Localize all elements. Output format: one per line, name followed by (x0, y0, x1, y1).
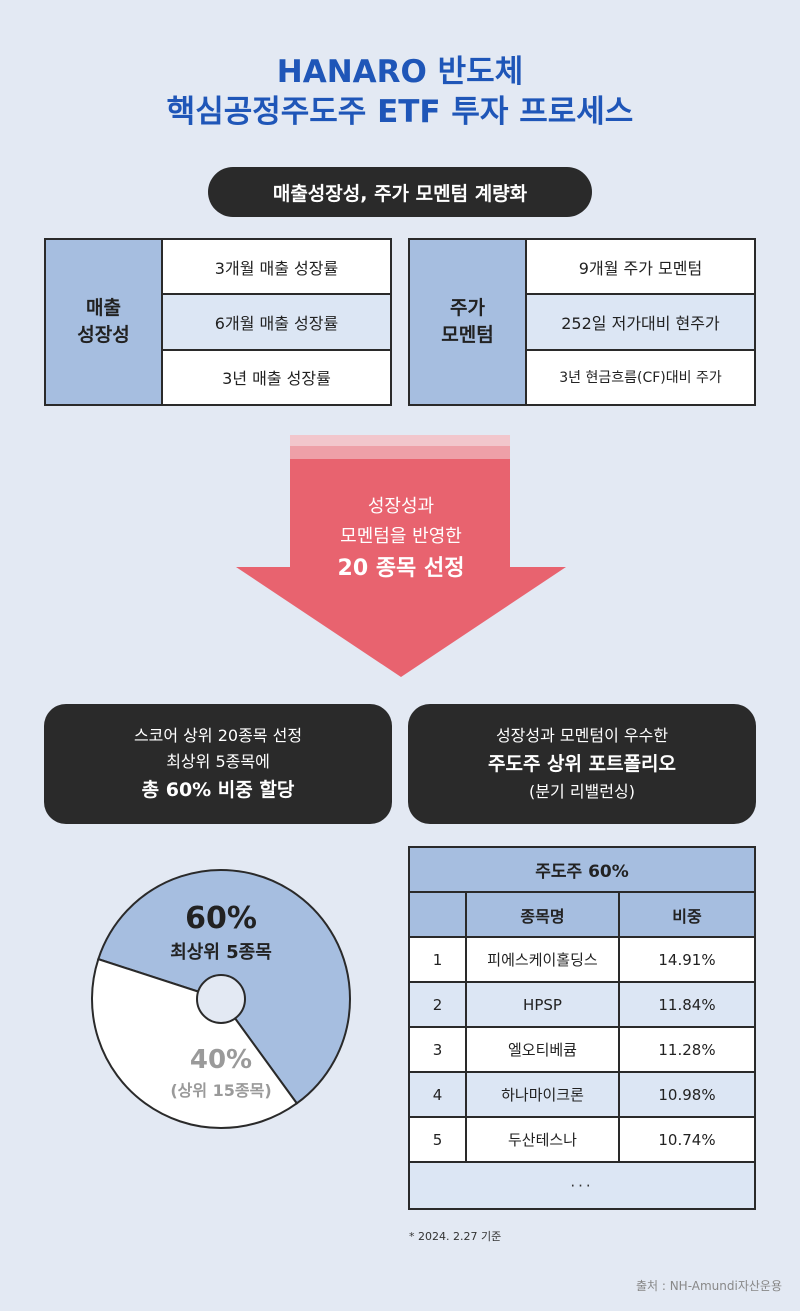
arrow-body (236, 459, 566, 677)
growth-box: 매출 성장성 3개월 매출 성장률 6개월 매출 성장률 3년 매출 성장률 (44, 238, 392, 406)
momentum-box: 주가 모멘텀 9개월 주가 모멘텀 252일 저가대비 현주가 3년 현금흐름(… (408, 238, 756, 406)
selection-line-2: 최상위 5종목에 (166, 752, 270, 771)
row-weight: 11.28% (618, 1026, 756, 1073)
arrow-band-1 (290, 435, 510, 446)
row-rank: 3 (408, 1026, 467, 1073)
arrow-line-2: 모멘텀을 반영한 (340, 526, 462, 547)
row-weight: 10.98% (618, 1071, 756, 1118)
row-rank: 4 (408, 1071, 467, 1118)
pie-label-60-percent: 60% (185, 901, 257, 936)
growth-box-head: 매출 성장성 (46, 240, 163, 404)
pie-label-top15: (상위 15종목) (170, 1081, 271, 1100)
row-rank: 5 (408, 1116, 467, 1163)
quantify-pill: 매출성장성, 주가 모멘텀 계량화 (208, 167, 592, 217)
row-rank: 2 (408, 981, 467, 1028)
column-weight: 비중 (618, 891, 756, 938)
leaders-table: 주도주 60% 종목명 비중 1 피에스케이홀딩스 14.91% 2 HPSP … (408, 846, 756, 1210)
row-name: 피에스케이홀딩스 (465, 936, 620, 983)
arrow-line-1: 성장성과 (367, 496, 435, 517)
column-rank (408, 891, 467, 938)
growth-row-1: 3개월 매출 성장률 (163, 240, 390, 296)
momentum-row-2: 252일 저가대비 현주가 (527, 295, 754, 351)
portfolio-line-3: (분기 리밸런싱) (529, 782, 635, 801)
row-weight: 14.91% (618, 936, 756, 983)
reference-date-note: * 2024. 2.27 기준 (409, 1230, 502, 1243)
momentum-head-line-1: 주가 (450, 297, 485, 319)
table-row: 3 엘오티베큠 11.28% (408, 1026, 756, 1073)
page-title: HANARO 반도체 핵심공정주도주 ETF 투자 프로세스 (0, 52, 800, 132)
portfolio-line-1: 성장성과 모멘텀이 우수한 (495, 726, 669, 745)
title-line-1: HANARO 반도체 (276, 54, 524, 90)
down-arrow-icon (236, 435, 566, 677)
growth-row-2: 6개월 매출 성장률 (163, 295, 390, 351)
selection-line-3: 총 60% 비중 할당 (141, 779, 295, 801)
table-row: 5 두산테스나 10.74% (408, 1116, 756, 1163)
arrow-line-3: 20 종목 선정 (337, 556, 465, 581)
growth-head-line-2: 성장성 (77, 324, 130, 346)
source-credit: 출처 : NH-Amundi자산운용 (635, 1279, 782, 1293)
arrow-band-2 (290, 446, 510, 459)
selection-card: 스코어 상위 20종목 선정 최상위 5종목에 총 60% 비중 할당 (44, 704, 392, 824)
allocation-pie-chart: 60% 최상위 5종목 40% (상위 15종목) (91, 869, 351, 1129)
table-more-ellipsis: ··· (408, 1161, 756, 1210)
row-name: 하나마이크론 (465, 1071, 620, 1118)
row-name: 엘오티베큠 (465, 1026, 620, 1073)
momentum-row-3: 3년 현금흐름(CF)대비 주가 (559, 370, 722, 387)
momentum-box-head: 주가 모멘텀 (410, 240, 527, 404)
row-name: 두산테스나 (465, 1116, 620, 1163)
column-name: 종목명 (465, 891, 620, 938)
pie-label-top5: 최상위 5종목 (170, 942, 272, 963)
row-name: HPSP (465, 981, 620, 1028)
row-rank: 1 (408, 936, 467, 983)
table-row: 2 HPSP 11.84% (408, 981, 756, 1028)
growth-head-line-1: 매출 (86, 297, 121, 319)
selection-line-1: 스코어 상위 20종목 선정 (133, 726, 303, 745)
momentum-head-line-2: 모멘텀 (441, 324, 494, 346)
table-row: 1 피에스케이홀딩스 14.91% (408, 936, 756, 983)
growth-row-3: 3년 매출 성장률 (222, 369, 331, 389)
pie-label-40-percent: 40% (190, 1045, 252, 1075)
table-row: 4 하나마이크론 10.98% (408, 1071, 756, 1118)
pie-center-hole (196, 974, 246, 1024)
row-weight: 11.84% (618, 981, 756, 1028)
portfolio-card: 성장성과 모멘텀이 우수한 주도주 상위 포트폴리오 (분기 리밸런싱) (408, 704, 756, 824)
pie-slice-top15 (91, 957, 299, 1129)
row-weight: 10.74% (618, 1116, 756, 1163)
momentum-row-1: 9개월 주가 모멘텀 (527, 240, 754, 296)
portfolio-line-2: 주도주 상위 포트폴리오 (487, 753, 677, 775)
title-line-2: 핵심공정주도주 ETF 투자 프로세스 (166, 94, 634, 130)
table-title: 주도주 60% (408, 846, 756, 893)
arrow-label: 성장성과 모멘텀을 반영한 20 종목 선정 (236, 492, 566, 586)
